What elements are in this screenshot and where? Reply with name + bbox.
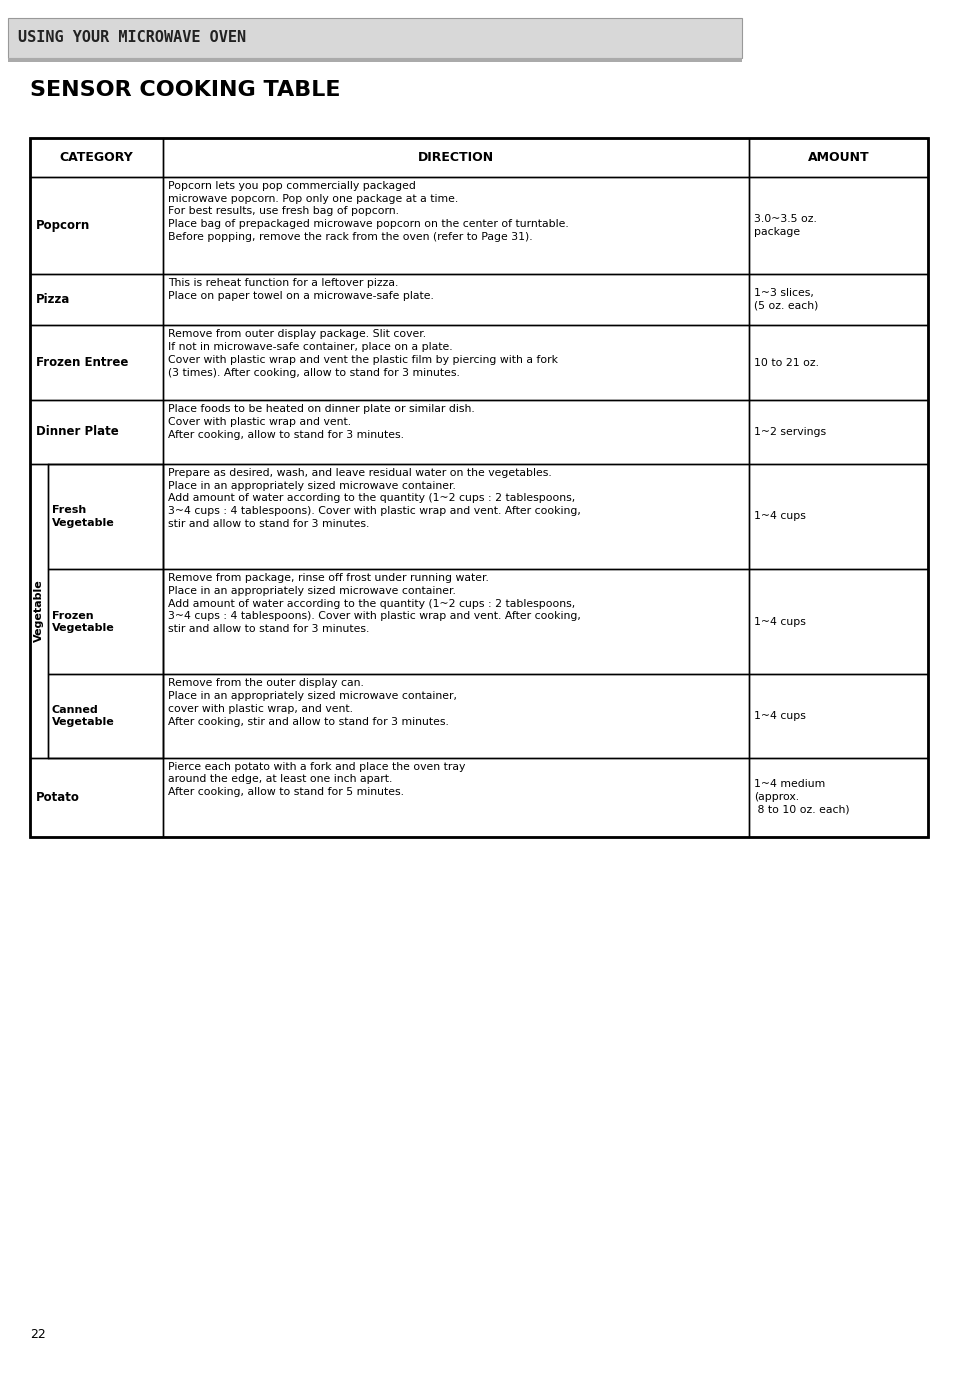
Bar (30, 464, 163, 758)
Bar (748, 177, 927, 274)
Text: 1~4 cups: 1~4 cups (754, 711, 805, 721)
Text: Prepare as desired, wash, and leave residual water on the vegetables.
Place in a: Prepare as desired, wash, and leave resi… (168, 467, 580, 529)
Bar (748, 326, 927, 401)
Bar (163, 570, 748, 675)
Bar (30, 401, 163, 464)
Text: Frozen
Vegetable: Frozen Vegetable (52, 610, 114, 633)
Bar (30, 177, 163, 274)
Bar (30, 274, 163, 326)
Bar (163, 177, 748, 274)
Text: 1~2 servings: 1~2 servings (754, 427, 825, 437)
Text: Remove from outer display package. Slit cover.
If not in microwave-safe containe: Remove from outer display package. Slit … (168, 328, 558, 377)
Text: Popcorn lets you pop commercially packaged
microwave popcorn. Pop only one packa: Popcorn lets you pop commercially packag… (168, 180, 568, 243)
Bar (163, 401, 748, 464)
Text: 10 to 21 oz.: 10 to 21 oz. (754, 358, 819, 367)
Text: Pierce each potato with a fork and place the oven tray
around the edge, at least: Pierce each potato with a fork and place… (168, 761, 465, 797)
Text: 3.0~3.5 oz.
package: 3.0~3.5 oz. package (754, 213, 817, 237)
Text: Remove from the outer display can.
Place in an appropriately sized microwave con: Remove from the outer display can. Place… (168, 678, 456, 726)
Bar (30, 139, 927, 837)
Bar (163, 758, 748, 837)
Bar (48, 675, 163, 758)
Bar (748, 570, 927, 675)
Bar (8, 18, 741, 58)
Text: CATEGORY: CATEGORY (59, 151, 133, 164)
Text: Vegetable: Vegetable (34, 579, 44, 642)
Text: Dinner Plate: Dinner Plate (36, 426, 118, 438)
Bar (748, 274, 927, 326)
Text: 22: 22 (30, 1328, 46, 1342)
Bar (748, 401, 927, 464)
Text: Frozen Entree: Frozen Entree (36, 356, 129, 369)
Text: This is reheat function for a leftover pizza.
Place on paper towel on a microwav: This is reheat function for a leftover p… (168, 277, 434, 301)
Text: Pizza: Pizza (36, 292, 71, 306)
Bar (30, 139, 163, 177)
Text: 1~4 cups: 1~4 cups (754, 617, 805, 626)
Text: DIRECTION: DIRECTION (417, 151, 494, 164)
Text: Fresh
Vegetable: Fresh Vegetable (52, 505, 114, 528)
Text: Popcorn: Popcorn (36, 219, 91, 231)
Bar (748, 464, 927, 570)
Bar (163, 675, 748, 758)
Bar (30, 326, 163, 401)
Bar (48, 464, 163, 570)
Text: 1~4 cups: 1~4 cups (754, 511, 805, 521)
Bar (163, 139, 748, 177)
Text: Place foods to be heated on dinner plate or similar dish.
Cover with plastic wra: Place foods to be heated on dinner plate… (168, 403, 475, 439)
Bar (163, 326, 748, 401)
Bar (748, 139, 927, 177)
Text: Canned
Vegetable: Canned Vegetable (52, 704, 114, 728)
Bar (163, 274, 748, 326)
Text: Potato: Potato (36, 790, 80, 804)
Bar (48, 570, 163, 675)
Bar (8, 58, 741, 62)
Text: SENSOR COOKING TABLE: SENSOR COOKING TABLE (30, 80, 340, 100)
Bar (163, 464, 748, 570)
Text: Remove from package, rinse off frost under running water.
Place in an appropriat: Remove from package, rinse off frost und… (168, 572, 580, 635)
Text: USING YOUR MICROWAVE OVEN: USING YOUR MICROWAVE OVEN (17, 30, 246, 46)
Text: 1~4 medium
(approx.
 8 to 10 oz. each): 1~4 medium (approx. 8 to 10 oz. each) (754, 779, 849, 815)
Text: 1~3 slices,
(5 oz. each): 1~3 slices, (5 oz. each) (754, 288, 818, 310)
Text: AMOUNT: AMOUNT (807, 151, 868, 164)
Bar (748, 758, 927, 837)
Bar (30, 758, 163, 837)
Bar (748, 675, 927, 758)
